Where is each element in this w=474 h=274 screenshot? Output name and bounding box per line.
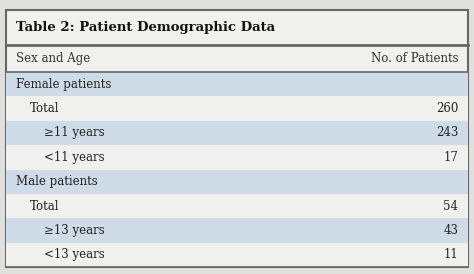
- Text: ≥13 years: ≥13 years: [44, 224, 105, 237]
- FancyBboxPatch shape: [6, 72, 468, 96]
- Text: 54: 54: [444, 200, 458, 213]
- Text: Total: Total: [30, 200, 59, 213]
- Text: Total: Total: [30, 102, 59, 115]
- Text: Sex and Age: Sex and Age: [16, 52, 90, 65]
- Text: Table 2: Patient Demographic Data: Table 2: Patient Demographic Data: [16, 21, 274, 34]
- Text: 43: 43: [444, 224, 458, 237]
- FancyBboxPatch shape: [6, 96, 468, 121]
- FancyBboxPatch shape: [6, 145, 468, 170]
- Text: Female patients: Female patients: [16, 78, 111, 91]
- Text: <11 years: <11 years: [44, 151, 104, 164]
- Text: 260: 260: [436, 102, 458, 115]
- Text: 17: 17: [444, 151, 458, 164]
- FancyBboxPatch shape: [6, 243, 468, 267]
- FancyBboxPatch shape: [6, 170, 468, 194]
- Text: Male patients: Male patients: [16, 175, 97, 188]
- FancyBboxPatch shape: [6, 194, 468, 218]
- Text: <13 years: <13 years: [44, 249, 105, 261]
- Text: 11: 11: [444, 249, 458, 261]
- FancyBboxPatch shape: [6, 218, 468, 243]
- FancyBboxPatch shape: [6, 10, 468, 267]
- Text: No. of Patients: No. of Patients: [371, 52, 458, 65]
- Text: 243: 243: [436, 126, 458, 139]
- FancyBboxPatch shape: [6, 121, 468, 145]
- Text: ≥11 years: ≥11 years: [44, 126, 104, 139]
